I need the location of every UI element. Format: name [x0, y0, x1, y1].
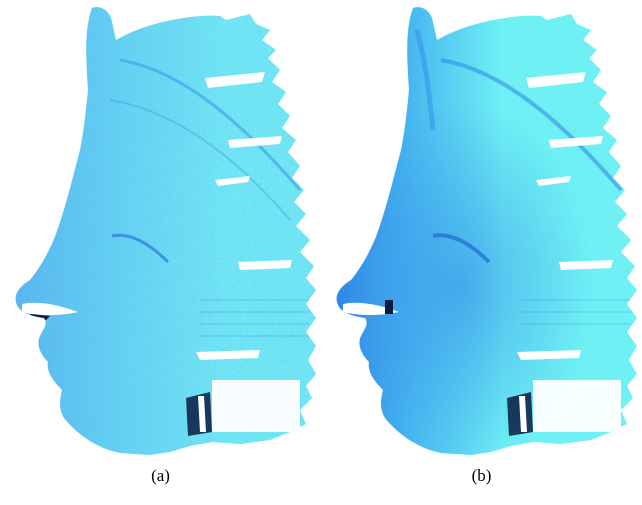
panel-a: (a)	[15, 7, 317, 485]
face-mesh-smooth-image	[336, 7, 638, 456]
panel-b: (b)	[321, 0, 642, 505]
panel-a-caption: (a)	[151, 466, 170, 485]
face-mesh-noisy-image	[15, 7, 317, 456]
panel-b-caption: (b)	[471, 466, 492, 485]
